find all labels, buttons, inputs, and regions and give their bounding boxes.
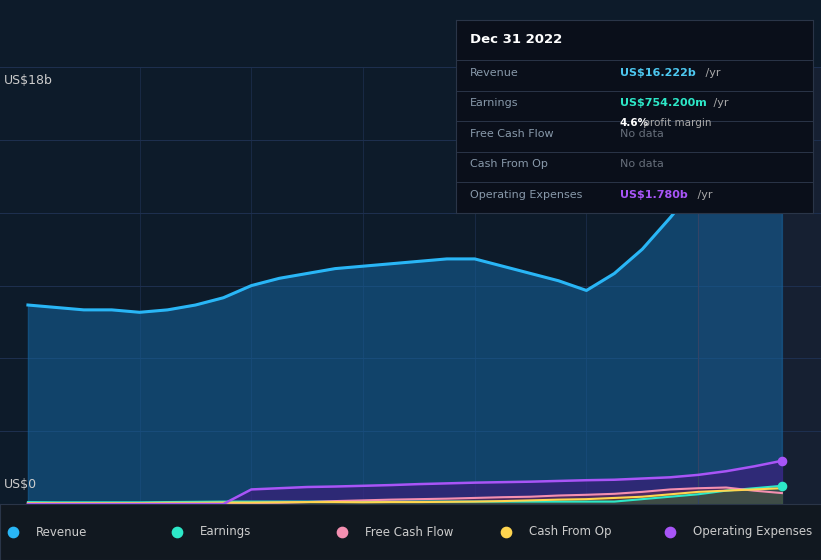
Text: Dec 31 2022: Dec 31 2022: [470, 33, 562, 46]
Text: Cash From Op: Cash From Op: [470, 160, 548, 170]
Text: 4.6%: 4.6%: [620, 118, 649, 128]
Text: US$16.222b: US$16.222b: [620, 68, 695, 78]
Text: Free Cash Flow: Free Cash Flow: [470, 129, 553, 139]
Text: Earnings: Earnings: [470, 99, 518, 109]
Text: profit margin: profit margin: [640, 118, 711, 128]
Text: Operating Expenses: Operating Expenses: [693, 525, 812, 539]
Text: Revenue: Revenue: [36, 525, 88, 539]
Text: US$18b: US$18b: [4, 74, 53, 87]
Point: [775, 106, 788, 115]
Text: US$754.200m: US$754.200m: [620, 99, 707, 109]
Text: US$1.780b: US$1.780b: [620, 190, 688, 200]
Text: /yr: /yr: [710, 99, 729, 109]
Text: No data: No data: [620, 129, 664, 139]
Point: [775, 456, 788, 465]
Text: Earnings: Earnings: [200, 525, 252, 539]
Text: Cash From Op: Cash From Op: [529, 525, 611, 539]
Point: [7, 528, 20, 536]
Text: Revenue: Revenue: [470, 68, 519, 78]
Text: US$0: US$0: [4, 478, 37, 491]
Text: Operating Expenses: Operating Expenses: [470, 190, 582, 200]
Point: [499, 528, 512, 536]
Point: [171, 528, 184, 536]
Bar: [698, 67, 821, 504]
Text: /yr: /yr: [702, 68, 721, 78]
Text: Free Cash Flow: Free Cash Flow: [365, 525, 453, 539]
Text: No data: No data: [620, 160, 664, 170]
Point: [775, 481, 788, 491]
Point: [335, 528, 348, 536]
Text: /yr: /yr: [694, 190, 713, 200]
Point: [663, 528, 677, 536]
